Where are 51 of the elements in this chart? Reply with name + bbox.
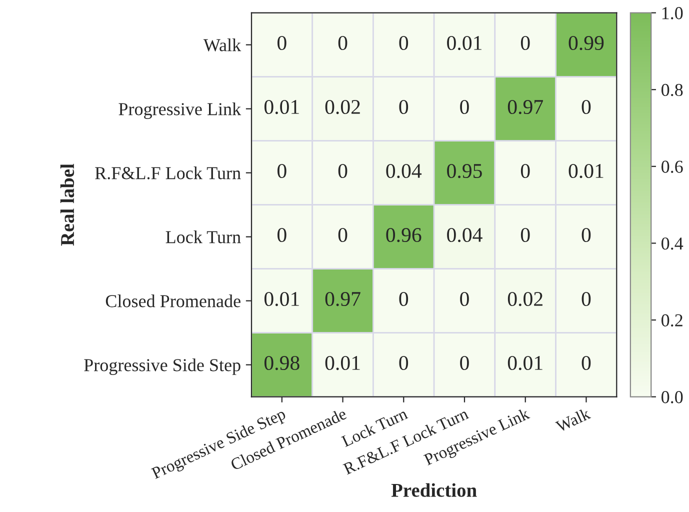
x-tick-label: Walk xyxy=(554,407,592,433)
data-label: 0 xyxy=(278,164,286,178)
data-label: 0.01 xyxy=(568,164,604,178)
data-label: 0 xyxy=(278,36,286,50)
data-label: 0.02 xyxy=(508,292,542,306)
color-bar-label: 1.0 xyxy=(662,7,683,20)
data-label: 0.96 xyxy=(386,228,422,242)
data-label: 0 xyxy=(520,228,530,242)
data-label: 0.97 xyxy=(325,292,360,306)
data-label: 0 xyxy=(582,100,591,114)
y-tick-label: R.F&L.F Lock Turn xyxy=(95,166,241,180)
data-label: 0 xyxy=(582,228,591,242)
data-label: 0.04 xyxy=(386,164,422,178)
data-label: 0.02 xyxy=(325,100,360,114)
color-bar-label: 0.4 xyxy=(662,237,684,250)
color-bar-label: 0.8 xyxy=(662,84,683,96)
y-tick-label: Progressive Side Step xyxy=(84,358,240,375)
data-label: 0 xyxy=(338,164,348,178)
color-bar-label: 0.2 xyxy=(662,314,682,327)
data-label: 0 xyxy=(460,292,469,306)
data-label: 0.01 xyxy=(447,36,482,50)
data-label: 0 xyxy=(338,228,348,242)
data-label: 0.99 xyxy=(568,36,604,50)
data-label: 0 xyxy=(582,356,591,370)
data-label: 0.95 xyxy=(447,164,482,178)
data-label: 0.01 xyxy=(264,292,299,306)
data-label: 0 xyxy=(278,228,286,242)
y-axis-title: Real label xyxy=(60,164,74,246)
data-label: 0 xyxy=(460,100,469,114)
data-label: 0.98 xyxy=(264,356,300,370)
y-tick-label: Walk xyxy=(203,38,242,52)
data-label: 0 xyxy=(582,292,591,306)
data-label: 0 xyxy=(399,36,408,50)
data-label: 0.01 xyxy=(325,356,360,370)
data-label: 0 xyxy=(520,164,530,178)
data-label: 0 xyxy=(399,356,408,370)
data-label: 0 xyxy=(399,100,408,114)
y-tick-label: Closed Promenade xyxy=(106,294,240,308)
data-label: 0.01 xyxy=(264,100,299,114)
data-label: 0 xyxy=(338,36,348,50)
data-label: 0.97 xyxy=(508,100,543,114)
data-label: 0.01 xyxy=(508,356,542,370)
x-axis-title: Prediction xyxy=(391,483,477,497)
color-bar-label: 0.0 xyxy=(662,391,683,404)
y-tick-label: Lock Turn xyxy=(166,230,241,244)
data-label: 0.04 xyxy=(447,228,482,242)
color-bar-label: 0.6 xyxy=(662,160,683,173)
y-tick-label: Progressive Link xyxy=(118,102,242,119)
data-label: 0 xyxy=(399,292,408,306)
data-label: 0 xyxy=(520,36,530,50)
data-label: 0 xyxy=(460,356,469,370)
